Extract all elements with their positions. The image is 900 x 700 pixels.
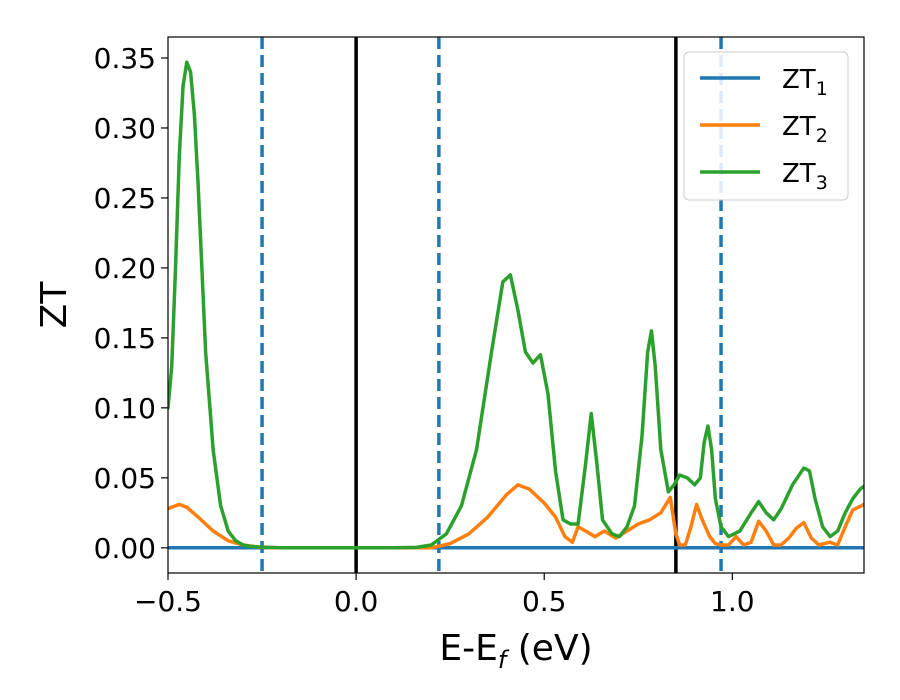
legend: ZT1 ZT2 ZT3 [683, 51, 849, 201]
y-tick-label: 0.15 [94, 322, 156, 355]
x-tick-label: 0.5 [522, 585, 567, 618]
y-tick-label: 0.00 [94, 532, 156, 565]
legend-label-zt1: ZT1 [782, 65, 828, 100]
y-tick-label: 0.05 [94, 462, 156, 495]
y-tick-label: 0.20 [94, 252, 156, 285]
x-tick-label: 0.0 [334, 585, 379, 618]
legend-box [683, 51, 849, 201]
y-axis: 0.00 0.05 0.10 0.15 0.20 0.25 0.30 0.35 [94, 42, 168, 565]
x-tick-label: 1.0 [710, 585, 755, 618]
x-axis-title-unit: (eV) [506, 628, 592, 669]
y-tick-label: 0.30 [94, 112, 156, 145]
legend-label-zt3: ZT3 [782, 159, 828, 194]
x-axis-title-main: E-E [439, 628, 497, 669]
plot-frame [167, 36, 865, 574]
legend-label-zt2: ZT2 [782, 112, 828, 147]
x-axis: −0.5 0.0 0.5 1.0 [134, 573, 755, 618]
y-tick-label: 0.10 [94, 392, 156, 425]
plot-clipped-layer [168, 37, 864, 573]
y-axis-title: ZT [34, 281, 75, 329]
x-axis-title: E-Ef (eV) [439, 628, 592, 674]
y-tick-label: 0.35 [94, 42, 156, 75]
y-tick-label: 0.25 [94, 182, 156, 215]
series-line-zt3 [168, 60, 864, 550]
x-tick-label: −0.5 [134, 585, 202, 618]
plot-area [168, 37, 864, 573]
